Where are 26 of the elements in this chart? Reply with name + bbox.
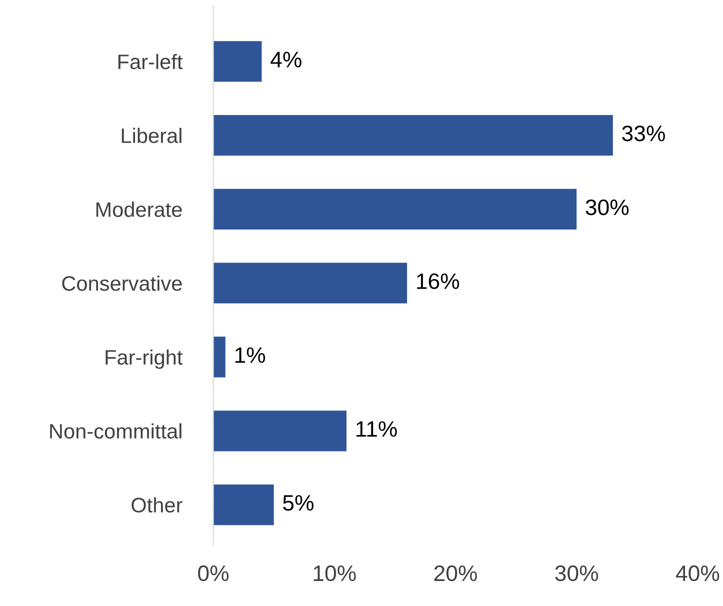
bar (213, 41, 262, 82)
y-tick-label: Far-left (118, 54, 183, 70)
bar (213, 262, 408, 304)
y-tick-label: Non-committal (50, 423, 182, 439)
x-tick-label: 20% (434, 565, 477, 582)
data-label: 30% (586, 199, 629, 216)
data-label: 33% (622, 126, 665, 142)
data-label: 16% (417, 273, 460, 290)
x-tick-label: 40% (676, 565, 720, 582)
bar (213, 484, 274, 526)
data-label: 1% (235, 347, 266, 363)
y-tick-label: Far-right (106, 349, 183, 369)
bar (213, 410, 346, 452)
bar (213, 336, 226, 378)
data-label: 11% (356, 421, 397, 437)
x-tick-label: 0% (198, 565, 229, 582)
bar (213, 188, 577, 230)
y-tick-label: Conservative (62, 276, 182, 291)
bar (213, 115, 613, 156)
y-tick-label: Moderate (96, 202, 182, 217)
data-label: 5% (283, 495, 314, 511)
data-label: 4% (270, 52, 302, 68)
y-tick-label: Other (132, 497, 182, 513)
y-tick-label: Liberal (122, 128, 182, 144)
x-tick-label: 30% (555, 565, 598, 582)
x-tick-label: 10% (314, 565, 356, 582)
